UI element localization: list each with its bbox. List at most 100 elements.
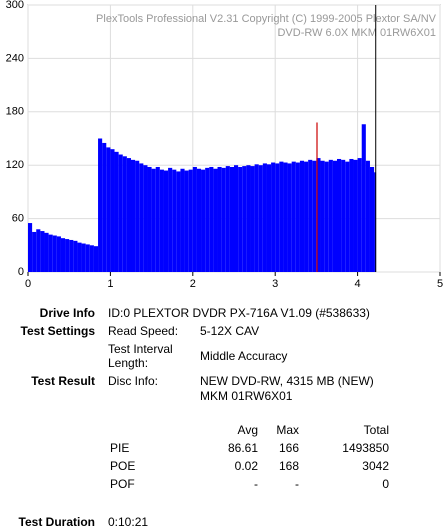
bar xyxy=(353,159,358,272)
table-cell: 1493850 xyxy=(342,441,389,455)
bar xyxy=(217,166,222,272)
bar xyxy=(341,159,346,272)
bar xyxy=(271,162,276,272)
bar xyxy=(81,243,86,272)
bar xyxy=(345,161,350,272)
bar xyxy=(320,160,325,272)
bar xyxy=(176,171,181,272)
bar xyxy=(291,161,296,272)
bar xyxy=(159,169,164,272)
value: ID:0 PLEXTOR DVDR PX-716A V1.09 (#538633… xyxy=(108,306,370,320)
table-cell: POE xyxy=(110,459,136,473)
bar xyxy=(262,163,267,272)
bar xyxy=(308,159,313,272)
annotation: PlexTools Professional V2.31 Copyright (… xyxy=(96,13,437,25)
bar xyxy=(369,166,375,272)
y-tick-label: 60 xyxy=(12,213,24,225)
bar xyxy=(357,158,362,272)
table-cell: 168 xyxy=(278,459,299,473)
bar xyxy=(299,160,305,272)
bar xyxy=(180,168,185,272)
x-tick-label: 5 xyxy=(437,278,443,290)
bar xyxy=(73,240,78,272)
bar xyxy=(295,162,300,272)
bar xyxy=(184,170,189,272)
label: Test Settings xyxy=(20,324,95,338)
table-cell: 0.02 xyxy=(234,459,258,473)
y-tick-label: 240 xyxy=(6,52,24,64)
bar xyxy=(151,168,156,272)
table-cell: 0 xyxy=(382,477,389,491)
bar xyxy=(168,167,173,272)
bar xyxy=(205,167,210,272)
value: NEW DVD-RW, 4315 MB (NEW) xyxy=(200,374,374,388)
bar xyxy=(44,232,49,272)
x-tick-label: 0 xyxy=(25,278,31,290)
label: Test Interval Length: xyxy=(108,342,173,370)
value: Middle Accuracy xyxy=(200,349,288,363)
bar xyxy=(275,163,280,272)
bar xyxy=(254,164,259,272)
table-cell: Total xyxy=(363,423,389,437)
value: 5-12X CAV xyxy=(200,324,260,338)
table-cell: Avg xyxy=(237,423,258,437)
bar xyxy=(332,160,337,272)
y-tick-label: 120 xyxy=(6,159,24,171)
bar xyxy=(361,124,366,272)
bar xyxy=(221,167,226,272)
bar xyxy=(135,160,140,272)
y-tick-label: 300 xyxy=(6,0,24,11)
bar xyxy=(349,158,354,272)
bar xyxy=(65,239,70,272)
bar xyxy=(106,147,111,272)
y-tick-label: 180 xyxy=(6,106,24,118)
value: 0:10:21 xyxy=(108,515,149,529)
bar xyxy=(131,159,136,272)
bar xyxy=(324,161,329,272)
bar xyxy=(98,138,103,272)
table-cell: Max xyxy=(276,423,299,437)
bar xyxy=(188,169,193,272)
bar xyxy=(234,165,239,272)
chart: 0 60 120 180 240 300 0 1 2 3 4 5 PlexTools Professio… xyxy=(6,0,443,290)
bar xyxy=(52,235,57,272)
label: Disc Info: xyxy=(108,374,159,388)
bar xyxy=(118,154,123,272)
bar xyxy=(89,245,94,272)
bar xyxy=(316,158,321,272)
bar xyxy=(304,161,309,272)
bar xyxy=(172,169,177,272)
bar xyxy=(155,166,160,272)
x-tick-label: 3 xyxy=(272,278,278,290)
bar xyxy=(114,151,119,272)
label: Test Result xyxy=(31,374,95,388)
bar xyxy=(126,158,131,272)
bar xyxy=(250,166,255,272)
bar xyxy=(69,239,74,272)
bar xyxy=(102,142,107,272)
bar xyxy=(283,162,288,272)
table-cell: 3042 xyxy=(362,459,389,473)
bar xyxy=(225,166,230,272)
bar xyxy=(209,166,214,272)
annotation: DVD-RW 6.0X MKM 01RW6X01 xyxy=(277,27,436,39)
table-cell: POF xyxy=(110,477,135,491)
bar xyxy=(192,166,197,272)
label: Test Duration xyxy=(18,515,95,529)
bar xyxy=(147,166,152,272)
bar xyxy=(93,246,99,272)
bar xyxy=(28,223,33,272)
bar xyxy=(56,236,61,272)
bar xyxy=(122,156,127,272)
bar xyxy=(242,166,247,272)
bar xyxy=(328,159,333,272)
table-cell: PIE xyxy=(110,441,130,455)
x-tick-label: 2 xyxy=(190,278,196,290)
bar xyxy=(246,165,251,272)
table-cell: - xyxy=(254,477,258,491)
bar xyxy=(60,238,66,272)
bar xyxy=(365,160,370,272)
bar xyxy=(48,234,53,272)
table-cell: - xyxy=(295,477,299,491)
